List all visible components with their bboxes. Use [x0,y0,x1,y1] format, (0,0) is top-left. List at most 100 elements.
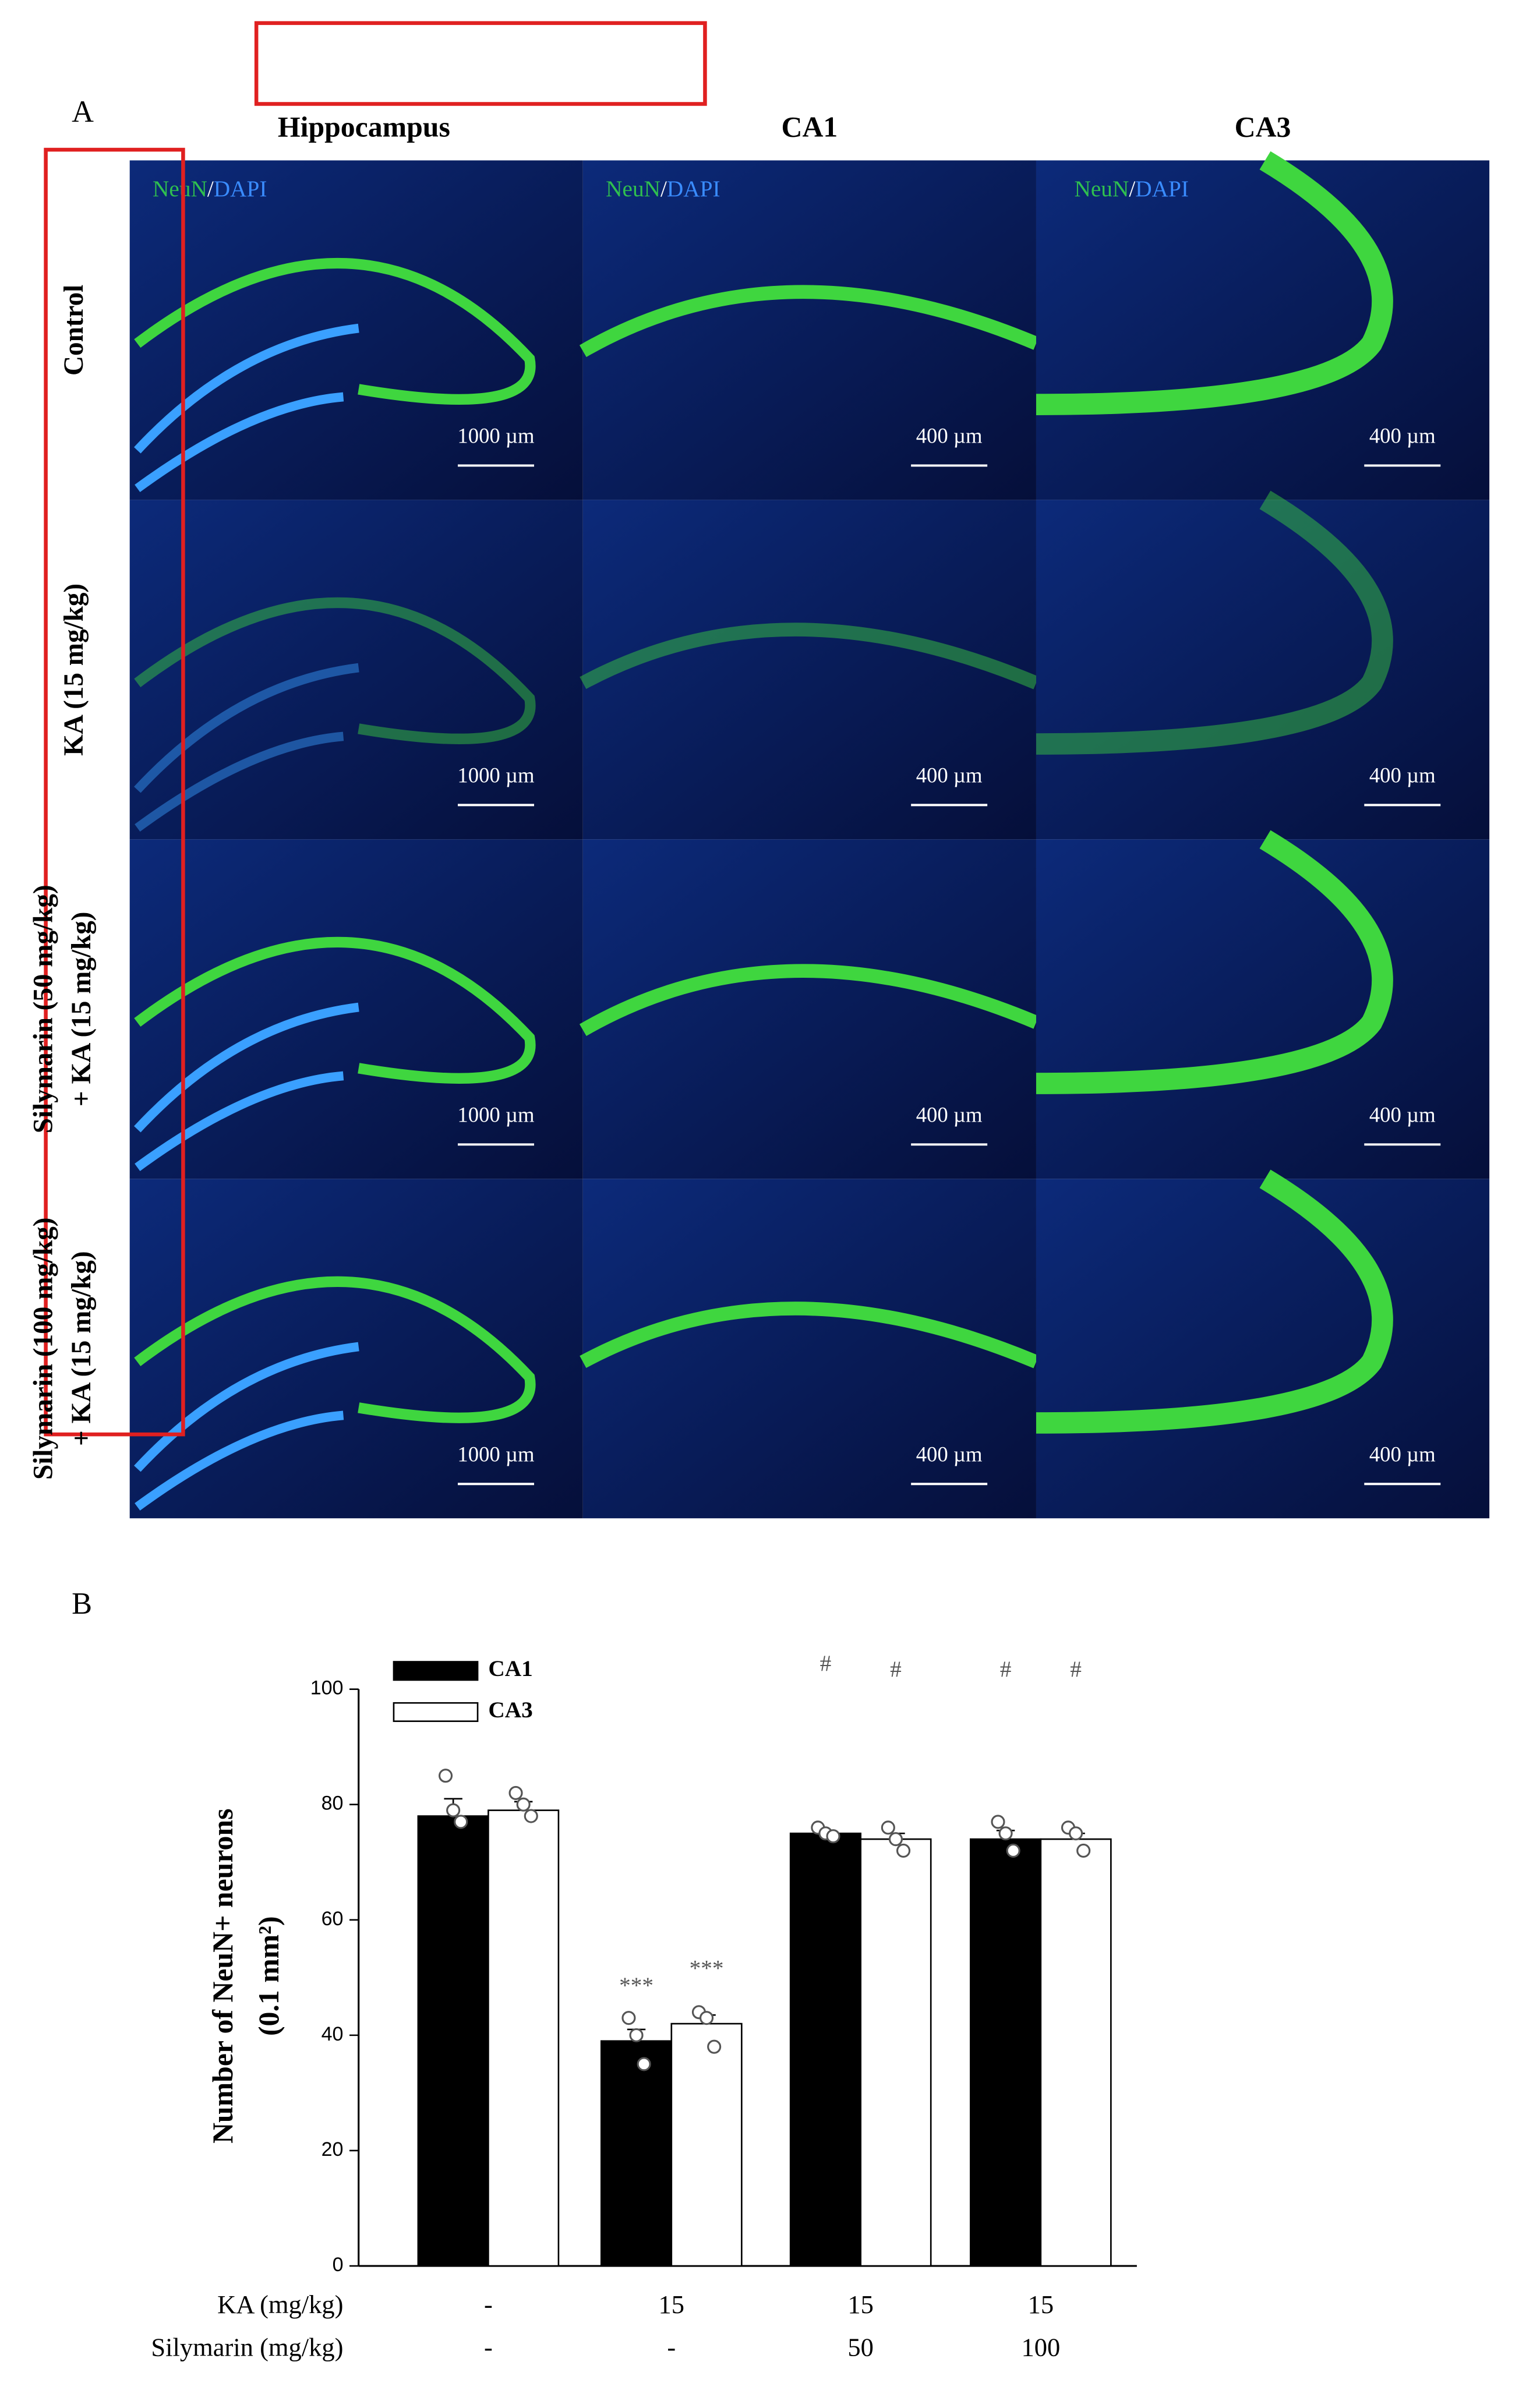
data-point [991,1815,1005,1829]
stain-green: NeuN [153,176,207,201]
row-label: + KA (15 mg/kg) [66,911,97,1106]
bar [600,2040,673,2267]
data-point [998,1826,1013,1841]
x-row-value: 15 [659,2290,685,2319]
scale-bar-label: 400 µm [1369,1442,1436,1466]
significance: # [1070,1656,1082,1682]
dapi-band [135,1071,344,1171]
neun-band [579,964,1039,1037]
micrograph [582,160,1036,500]
y-tick-label: 80 [322,1792,344,1815]
y-axis-label: (0.1 mm²) [253,1916,285,2036]
data-point [700,2011,714,2025]
highlight-box [44,147,185,1437]
bar [860,1838,932,2267]
significance: *** [619,1972,654,1998]
data-point [1006,1843,1020,1858]
micrograph [582,500,1036,840]
dapi-band [134,1342,359,1472]
data-point [888,1832,903,1847]
scale-bar-label: 400 µm [916,1442,983,1466]
micrograph [582,839,1036,1179]
row-label: + KA (15 mg/kg) [66,1251,97,1446]
bar [1040,1838,1112,2267]
neun-band [134,257,536,405]
column-title: CA3 [1235,111,1291,143]
x-row-label: Silymarin (mg/kg) [151,2332,343,2361]
stain-separator: / [207,176,214,201]
dapi-band [135,731,344,832]
x-row-value: - [667,2332,676,2361]
neun-band [1036,830,1393,1094]
scale-bar-label: 1000 µm [457,424,534,448]
stain-label: NeuN/DAPI [1074,176,1188,201]
stain-label: NeuN/DAPI [606,176,720,201]
stain-separator: / [1129,176,1135,201]
legend-swatch [393,1661,479,1681]
x-row-value: 50 [847,2332,874,2361]
dapi-band [134,323,359,454]
scale-bar-label: 400 µm [916,424,983,448]
data-point [629,2028,644,2042]
x-row-value: 100 [1021,2332,1060,2361]
bar [789,1832,861,2267]
y-tick-label: 20 [322,2138,344,2161]
micrograph [129,500,583,840]
data-point [896,1843,911,1858]
data-point [826,1829,840,1844]
bar [488,1809,560,2267]
legend-swatch [393,1702,479,1722]
neun-band [1036,490,1393,755]
neun-band [134,1276,536,1423]
significance: *** [690,1955,724,1981]
neun-band [1036,151,1393,415]
significance: # [890,1656,902,1682]
column-title: CA1 [782,111,838,143]
y-axis-label: Number of NeuN+ neurons [207,1809,239,2144]
stain-green: NeuN [1074,176,1129,201]
data-point [1076,1843,1091,1858]
dapi-band [135,392,344,493]
significance: # [1000,1656,1012,1682]
dapi-band [135,1410,344,1511]
data-point [438,1769,453,1783]
row-label: Silymarin (100 mg/kg) [28,1218,58,1480]
data-point [446,1803,461,1818]
scale-bar-label: 400 µm [916,763,983,787]
scale-bar-label: 400 µm [1369,763,1436,787]
data-point [524,1809,538,1823]
neun-band [580,1302,1039,1369]
scale-bar-label: 1000 µm [457,1442,534,1466]
data-point [516,1797,531,1812]
stain-green: NeuN [606,176,660,201]
scale-bar-label: 1000 µm [457,763,534,787]
data-point [707,2039,722,2054]
column-title: Hippocampus [278,111,450,143]
row-label: Silymarin (50 mg/kg) [28,885,58,1133]
row-label: Control [59,285,89,376]
neun-band [579,285,1039,358]
row-label: KA (15 mg/kg) [59,584,89,756]
neun-band [134,597,536,744]
panel-label: A [72,95,94,129]
dapi-band [134,663,359,793]
scale-bar-label: 400 µm [1369,1103,1436,1127]
y-tick-label: 40 [322,2023,344,2045]
micrograph [582,1179,1036,1519]
neun-band [1036,1169,1393,1434]
scale-bar-label: 400 µm [1369,424,1436,448]
significance: # [820,1650,832,1676]
data-point [508,1785,523,1800]
scale-bar-label: 400 µm [916,1103,983,1127]
y-tick-label: 0 [333,2254,344,2276]
scale-bar-label: 1000 µm [457,1103,534,1127]
stain-separator: / [660,176,667,201]
x-row-value: - [484,2332,493,2361]
micrograph [1036,1179,1490,1519]
highlight-box [254,21,707,106]
x-row-value: 15 [847,2290,874,2319]
panel-label: B [72,1587,92,1621]
micrograph [1036,160,1490,500]
